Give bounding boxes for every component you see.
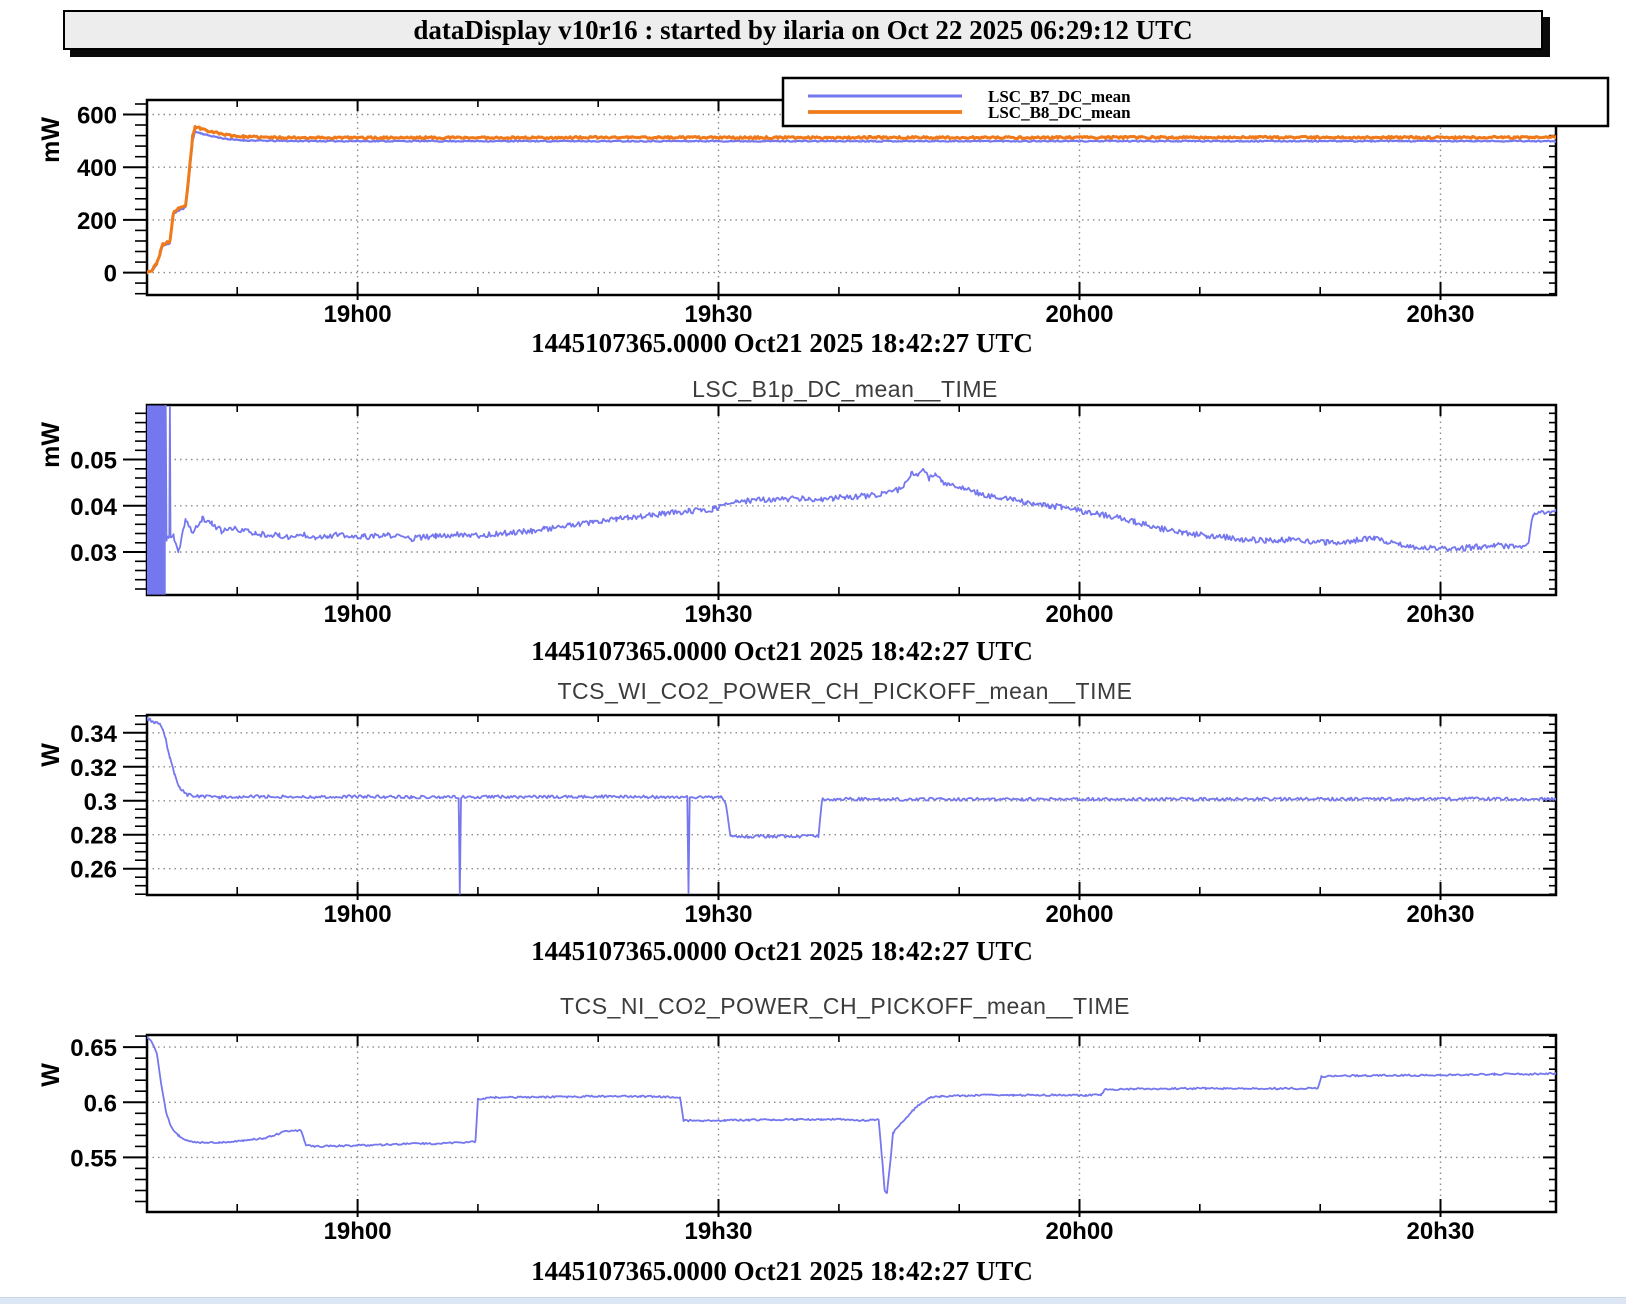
plot4-timestamp: 1445107365.0000 Oct21 2025 18:42:27 UTC — [531, 1256, 1033, 1286]
svg-text:0.05: 0.05 — [70, 448, 117, 475]
svg-text:19h30: 19h30 — [684, 1218, 752, 1245]
y-axis-unit-label: mW — [37, 422, 65, 468]
svg-text:20h00: 20h00 — [1045, 1218, 1113, 1245]
plot-frame — [145, 98, 1558, 297]
svg-text:19h00: 19h00 — [324, 601, 392, 628]
y-tick-labels: 0.03 0.04 0.05 — [70, 448, 117, 568]
y-axis-unit-label: W — [37, 1063, 65, 1087]
svg-text:20h30: 20h30 — [1406, 1218, 1474, 1245]
chart-4: 0.55 0.6 0.65 19h00 19h30 20h00 20h30 W — [37, 1033, 1558, 1245]
svg-text:0.55: 0.55 — [70, 1145, 117, 1172]
plot3-title: TCS_WI_CO2_POWER_CH_PICKOFF_mean__TIME — [557, 678, 1133, 704]
x-tick-labels: 19h00 19h30 20h00 20h30 — [324, 1218, 1475, 1245]
grid — [147, 1035, 1556, 1212]
plot1-timestamp: 1445107365.0000 Oct21 2025 18:42:27 UTC — [531, 328, 1033, 358]
plot2-title: LSC_B1p_DC_mean__TIME — [692, 376, 998, 402]
svg-text:0.04: 0.04 — [70, 494, 117, 521]
x-tick-labels: 19h00 19h30 20h00 20h30 — [324, 901, 1475, 928]
svg-text:0.6: 0.6 — [84, 1090, 117, 1117]
svg-text:200: 200 — [77, 208, 117, 235]
svg-text:0.34: 0.34 — [70, 721, 117, 748]
svg-text:19h30: 19h30 — [684, 301, 752, 328]
grid — [147, 715, 1556, 895]
svg-text:19h30: 19h30 — [684, 601, 752, 628]
svg-text:0.28: 0.28 — [70, 823, 117, 850]
x-axis — [236, 405, 1442, 600]
bottom-strip — [0, 1297, 1626, 1304]
svg-text:19h00: 19h00 — [324, 301, 392, 328]
grid — [147, 405, 1556, 595]
y-tick-labels: 0 200 400 600 — [77, 103, 117, 288]
svg-text:20h30: 20h30 — [1406, 301, 1474, 328]
svg-text:20h00: 20h00 — [1045, 301, 1113, 328]
window-title-bar: dataDisplay v10r16 : started by ilaria o… — [63, 10, 1543, 50]
legend-label: LSC_B7_DC_mean — [988, 87, 1131, 106]
svg-text:400: 400 — [77, 155, 117, 182]
svg-text:19h30: 19h30 — [684, 901, 752, 928]
x-axis — [236, 1035, 1442, 1217]
svg-text:20h30: 20h30 — [1406, 601, 1474, 628]
y-tick-labels: 0.26 0.28 0.3 0.32 0.34 — [70, 721, 117, 884]
y-tick-labels: 0.55 0.6 0.65 — [70, 1035, 117, 1172]
chart-2: 0.03 0.04 0.05 19h00 19h30 20h00 20h30 mW — [37, 403, 1558, 628]
y-axis-unit-label: mW — [37, 117, 65, 163]
series-LSC_B7_DC_mean — [147, 130, 1556, 274]
y-axis — [123, 412, 1556, 590]
grid — [147, 100, 1556, 295]
x-tick-labels: 19h00 19h30 20h00 20h30 — [324, 601, 1475, 628]
svg-text:20h30: 20h30 — [1406, 901, 1474, 928]
x-axis — [236, 715, 1442, 900]
plot3-timestamp: 1445107365.0000 Oct21 2025 18:42:27 UTC — [531, 936, 1033, 966]
svg-text:0: 0 — [104, 261, 117, 288]
x-tick-labels: 19h00 19h30 20h00 20h30 — [324, 301, 1475, 328]
series-TCS_WI_CO2_POWER_CH_PICKOFF_mean — [147, 716, 1556, 895]
svg-text:0.26: 0.26 — [70, 857, 117, 884]
y-axis-unit-label: W — [37, 743, 65, 767]
svg-text:600: 600 — [77, 103, 117, 130]
y-axis — [123, 714, 1556, 896]
y-axis — [123, 1035, 1556, 1203]
chart-3: 0.26 0.28 0.3 0.32 0.34 19h00 19h30 20h00 20h30 W — [37, 713, 1558, 928]
plot2-timestamp: 1445107365.0000 Oct21 2025 18:42:27 UTC — [531, 636, 1033, 666]
svg-text:19h00: 19h00 — [324, 1218, 392, 1245]
svg-text:0.32: 0.32 — [70, 755, 117, 782]
svg-text:0.3: 0.3 — [84, 789, 117, 816]
window-title: dataDisplay v10r16 : started by ilaria o… — [413, 15, 1193, 45]
series-LSC_B1p_DC_mean — [147, 405, 1556, 595]
svg-text:0.65: 0.65 — [70, 1035, 117, 1062]
y-axis — [123, 103, 1556, 295]
series-LSC_B8_DC_mean — [147, 125, 1556, 275]
svg-text:19h00: 19h00 — [324, 901, 392, 928]
plot-frame — [145, 713, 1558, 897]
plot4-title: TCS_NI_CO2_POWER_CH_PICKOFF_mean__TIME — [560, 993, 1130, 1019]
plot-frame — [145, 1033, 1558, 1214]
series-TCS_NI_CO2_POWER_CH_PICKOFF_mean — [147, 1035, 1556, 1194]
svg-text:20h00: 20h00 — [1045, 901, 1113, 928]
legend-label: LSC_B8_DC_mean — [988, 103, 1131, 122]
svg-text:20h00: 20h00 — [1045, 601, 1113, 628]
svg-text:0.03: 0.03 — [70, 540, 117, 567]
x-axis — [236, 100, 1442, 300]
chart-1: 0 200 400 600 19h00 19h30 20h00 20h30 mW LSC_B7_D… — [37, 76, 1610, 328]
